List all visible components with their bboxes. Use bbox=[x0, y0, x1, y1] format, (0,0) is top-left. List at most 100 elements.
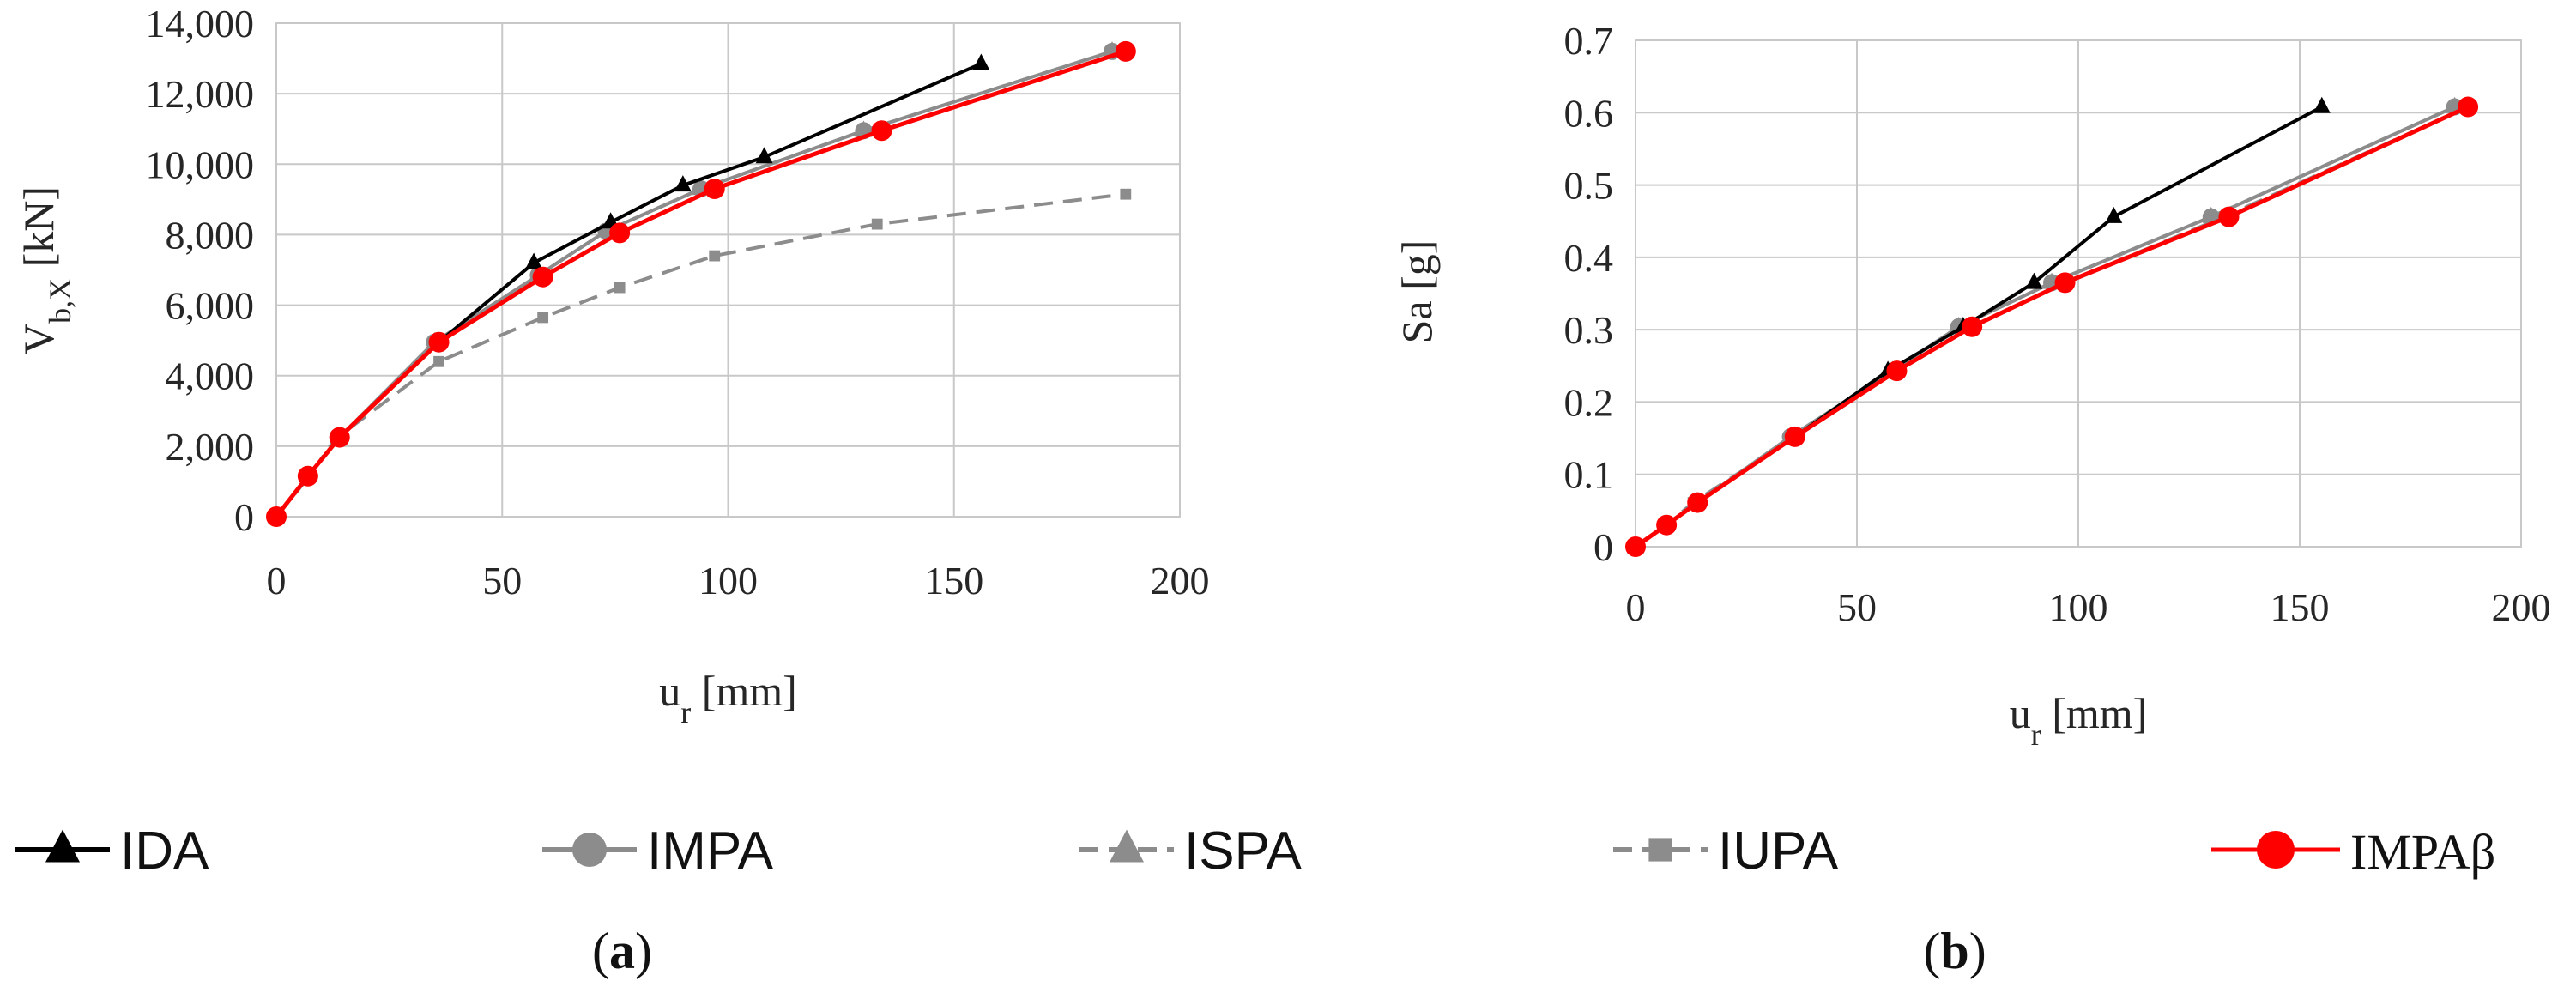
x-axis-title-main: u bbox=[2010, 689, 2031, 737]
y-tick-label: 0.1 bbox=[1564, 453, 1614, 497]
point-IMPAb bbox=[1687, 492, 1708, 513]
x-axis-title: ur [mm] bbox=[659, 667, 797, 730]
point-IDA bbox=[674, 175, 692, 192]
point-IUPA bbox=[537, 312, 549, 324]
point-IMPAb bbox=[329, 427, 350, 448]
series-line-ISPA bbox=[1634, 105, 2456, 548]
x-axis-title-unit: [mm] bbox=[691, 667, 797, 715]
series-line-IUPA bbox=[1634, 105, 2469, 548]
y-tick-label: 0.6 bbox=[1564, 91, 1614, 135]
point-IMPAb bbox=[1656, 514, 1678, 536]
point-IDA bbox=[972, 53, 990, 70]
series-ISPA-a bbox=[268, 41, 1122, 524]
point-IMPAb bbox=[871, 120, 892, 142]
legend-marker-impab bbox=[2257, 831, 2295, 869]
legend-item-ispa: ISPA bbox=[1079, 821, 1302, 881]
x-axis-title-sub: r bbox=[2031, 718, 2041, 752]
chart-b: 0 0.1 0.2 0.3 0.4 0.5 0.6 0.7 0 50 100 150 200 ur [mm… bbox=[1393, 19, 2551, 752]
y-tick-label: 0.2 bbox=[1564, 380, 1614, 424]
legend-item-impab: IMPAβ bbox=[2211, 824, 2495, 880]
point-IMPAb bbox=[1886, 360, 1908, 382]
series-IMPAb-a bbox=[266, 40, 1136, 527]
x-tick-label: 0 bbox=[1626, 585, 1646, 629]
x-tick-label: 100 bbox=[2049, 585, 2108, 629]
y-tick-label: 0.7 bbox=[1564, 19, 1614, 63]
x-axis-title-main: u bbox=[659, 667, 680, 715]
point-IMPAb bbox=[1962, 316, 1983, 337]
x-tick-label: 150 bbox=[924, 559, 983, 602]
legend-label-iupa: IUPA bbox=[1718, 821, 1839, 881]
y-tick-label: 6,000 bbox=[166, 284, 255, 328]
y-tick-label: 2,000 bbox=[166, 425, 255, 469]
point-IUPA bbox=[1120, 188, 1132, 200]
legend-marker-ida bbox=[45, 829, 80, 863]
x-axis-title: ur [mm] bbox=[2010, 689, 2148, 752]
y-tick-label: 0.5 bbox=[1564, 164, 1614, 208]
y-axis-title-main: V bbox=[15, 324, 63, 354]
legend-label-impab: IMPAβ bbox=[2350, 824, 2495, 880]
legend-marker-iupa bbox=[1648, 838, 1672, 862]
x-tick-label: 200 bbox=[2492, 585, 2551, 629]
point-IMPAb bbox=[532, 266, 553, 288]
y-axis-title-main: Sa [g] bbox=[1393, 240, 1441, 344]
legend-item-ida: IDA bbox=[15, 821, 209, 881]
series-IUPA-a bbox=[270, 188, 1132, 523]
point-IMPAb bbox=[1115, 40, 1136, 62]
legend-marker-ispa bbox=[1110, 829, 1144, 863]
point-IMPAb bbox=[2218, 206, 2240, 227]
legend-marker-impa bbox=[572, 833, 607, 867]
point-IUPA bbox=[871, 218, 883, 230]
point-IMPAb bbox=[428, 331, 450, 353]
legend-label-impa: IMPA bbox=[647, 821, 774, 881]
series-line-IMPAb bbox=[1634, 105, 2470, 549]
point-IMPAb bbox=[2054, 272, 2076, 294]
point-IDA bbox=[2105, 206, 2123, 223]
chart-a: 0 2,000 4,000 6,000 8,000 10,000 12,000 14,000 0… bbox=[15, 2, 1210, 730]
x-axis-title-sub: r bbox=[680, 695, 691, 730]
legend-label-ida: IDA bbox=[120, 821, 209, 881]
point-IDA bbox=[755, 147, 773, 164]
y-tick-label: 4,000 bbox=[166, 354, 255, 398]
series-IMPA-a bbox=[268, 42, 1122, 525]
legend: IDA IMPA ISPA IUPA IMPAβ bbox=[15, 821, 2495, 881]
y-tick-label: 0 bbox=[1593, 525, 1613, 569]
point-IDA bbox=[2313, 96, 2331, 113]
point-IMPAb bbox=[2458, 96, 2479, 118]
point-IMPAb bbox=[1784, 426, 1805, 447]
series-IUPA-b bbox=[1630, 101, 2474, 553]
point-IUPA bbox=[433, 355, 444, 367]
y-tick-label: 8,000 bbox=[166, 213, 255, 257]
point-IUPA bbox=[709, 250, 721, 262]
panel-label-b: (b) bbox=[1923, 923, 1986, 979]
point-IDA bbox=[2025, 272, 2043, 289]
y-axis-title: Vb,X [kN] bbox=[15, 186, 77, 354]
legend-label-ispa: ISPA bbox=[1184, 821, 1302, 881]
x-tick-label: 100 bbox=[698, 559, 758, 602]
y-tick-label: 0 bbox=[234, 495, 254, 539]
y-tick-label: 12,000 bbox=[146, 72, 255, 116]
x-tick-label: 200 bbox=[1151, 559, 1210, 602]
panel-label-a: (a) bbox=[592, 923, 652, 979]
y-tick-label: 0.3 bbox=[1564, 308, 1614, 352]
point-IMPAb bbox=[609, 222, 631, 244]
y-axis-title: Sa [g] bbox=[1393, 240, 1441, 344]
series-IMPAb-b bbox=[1625, 96, 2479, 557]
x-tick-label: 50 bbox=[482, 559, 522, 602]
x-tick-label: 50 bbox=[1837, 585, 1877, 629]
y-tick-label: 0.4 bbox=[1564, 236, 1614, 280]
x-tick-label: 150 bbox=[2271, 585, 2330, 629]
point-IMPAb bbox=[266, 506, 287, 527]
x-tick-label: 0 bbox=[267, 559, 287, 602]
y-axis-title-unit: [kN] bbox=[15, 186, 63, 278]
point-IMPAb bbox=[297, 465, 318, 487]
y-tick-label: 14,000 bbox=[146, 2, 255, 45]
y-tick-label: 10,000 bbox=[146, 142, 255, 186]
point-IDA bbox=[525, 252, 543, 269]
series-line-IMPA bbox=[1634, 105, 2456, 548]
point-IUPA bbox=[614, 282, 626, 294]
point-IMPAb bbox=[704, 179, 725, 200]
legend-item-iupa: IUPA bbox=[1613, 821, 1839, 881]
x-axis-title-unit: [mm] bbox=[2041, 689, 2148, 737]
series-line-IUPA bbox=[275, 192, 1127, 518]
